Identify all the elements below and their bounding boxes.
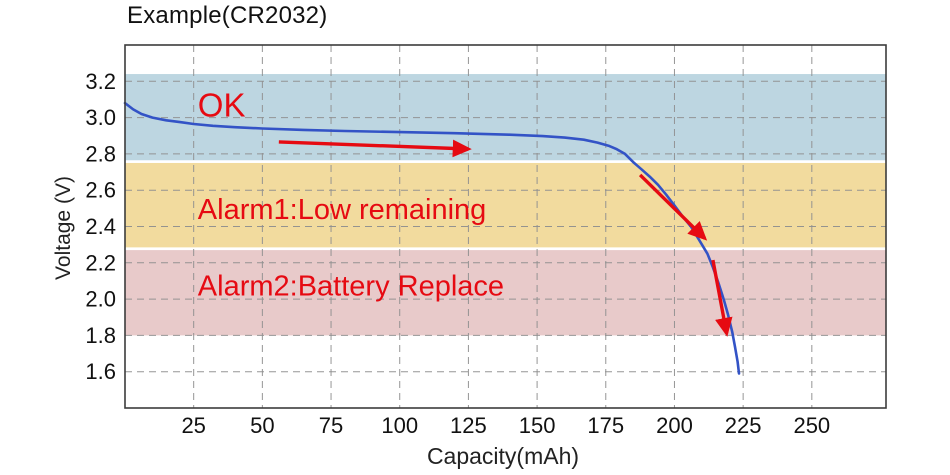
chart-title: Example(CR2032) [127, 2, 328, 29]
zone-label-alarm2: Alarm2:Battery Replace [198, 270, 504, 302]
zone-label-alarm1: Alarm1:Low remaining [198, 194, 487, 226]
x-tick-label: 25 [181, 413, 205, 438]
y-tick-label: 3.0 [85, 105, 116, 130]
band-alarm1 [125, 162, 886, 248]
x-tick-label: 150 [519, 413, 556, 438]
y-tick-label: 2.8 [85, 141, 116, 166]
axis-tick-labels: 25 50 75 100 125 150 175 200 225 250 3.2 3.0 2.8 2.6 2… [85, 69, 830, 438]
gridlines [125, 45, 886, 408]
trend-arrow [278, 139, 472, 158]
x-tick-label: 250 [793, 413, 830, 438]
zone-labels: OK Alarm1:Low remaining Alarm2:Battery Rep… [198, 86, 504, 302]
band-alarm2 [125, 250, 886, 336]
x-tick-label: 225 [725, 413, 762, 438]
x-tick-label: 175 [587, 413, 624, 438]
y-tick-label: 2.4 [85, 214, 116, 239]
x-tick-label: 75 [319, 413, 343, 438]
plot-border [124, 44, 887, 409]
voltage-bands [125, 74, 886, 336]
y-tick-label: 3.2 [85, 69, 116, 94]
x-axis-title: Capacity(mAh) [426, 443, 580, 469]
y-tick-label: 2.0 [85, 287, 116, 312]
zone-label-ok: OK [198, 86, 246, 123]
x-tick-label: 200 [656, 413, 693, 438]
x-tick-label: 100 [381, 413, 418, 438]
y-tick-label: 2.6 [85, 178, 116, 203]
y-tick-label: 1.6 [85, 359, 116, 384]
y-tick-label: 2.2 [85, 250, 116, 275]
trend-arrow [711, 259, 733, 337]
trend-arrow [638, 173, 708, 241]
x-tick-label: 50 [250, 413, 274, 438]
y-tick-label: 1.8 [85, 323, 116, 348]
trend-arrows [278, 139, 733, 337]
x-tick-label: 125 [450, 413, 487, 438]
